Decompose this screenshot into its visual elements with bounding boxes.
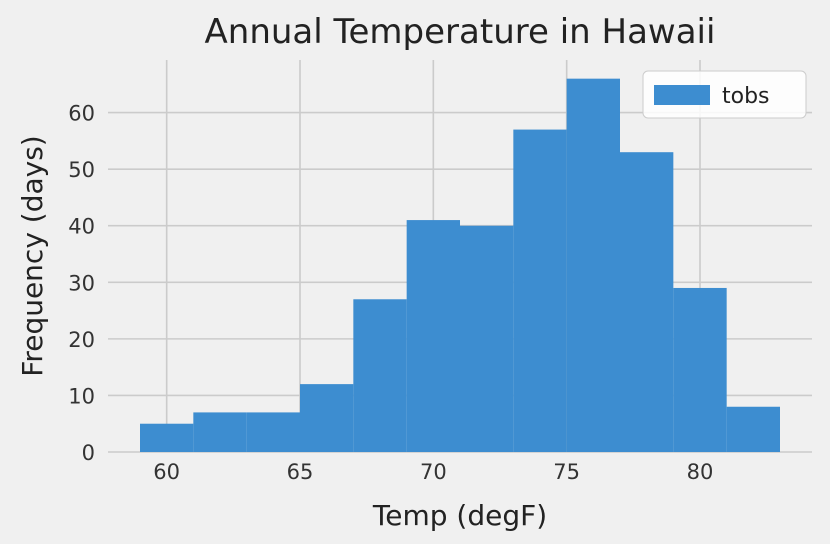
chart-title: Annual Temperature in Hawaii <box>205 12 716 52</box>
x-tick-label-75: 75 <box>553 460 580 484</box>
x-tick-label-60: 60 <box>153 460 180 484</box>
histogram-bar-77-79 <box>620 152 674 452</box>
histogram-bar-63-65 <box>246 412 300 452</box>
legend-label-tobs: tobs <box>722 84 770 109</box>
histogram-bars <box>140 78 780 453</box>
histogram-bar-69-71 <box>406 220 460 452</box>
histogram-bar-59-61 <box>140 423 194 452</box>
x-axis-label: Temp (degF) <box>372 499 547 532</box>
y-tick-label-20: 20 <box>68 328 95 352</box>
y-tick-label-40: 40 <box>68 215 95 239</box>
histogram-bar-81-83 <box>726 406 780 452</box>
x-tick-label-80: 80 <box>687 460 714 484</box>
y-tick-label-0: 0 <box>82 441 95 465</box>
x-tick-label-70: 70 <box>420 460 447 484</box>
histogram-bar-61-63 <box>193 412 247 452</box>
legend: tobs <box>642 70 807 119</box>
histogram-bar-71-73 <box>460 225 514 452</box>
histogram-bar-65-67 <box>300 384 354 452</box>
x-tick-label-65: 65 <box>287 460 314 484</box>
histogram-bar-67-69 <box>353 299 407 452</box>
histogram-bar-75-77 <box>566 78 620 453</box>
histogram-bar-79-81 <box>673 287 727 452</box>
histogram-bar-73-75 <box>513 129 567 453</box>
y-axis-label: Frequency (days) <box>16 135 49 377</box>
legend-box <box>642 70 807 119</box>
y-tick-label-60: 60 <box>68 102 95 126</box>
y-tick-label-50: 50 <box>68 158 95 182</box>
legend-swatch <box>654 85 710 105</box>
y-tick-label-30: 30 <box>68 271 95 295</box>
tick-labels: 60 65 70 75 80 0 10 20 30 40 50 60 <box>68 102 713 484</box>
y-tick-label-10: 10 <box>68 384 95 408</box>
